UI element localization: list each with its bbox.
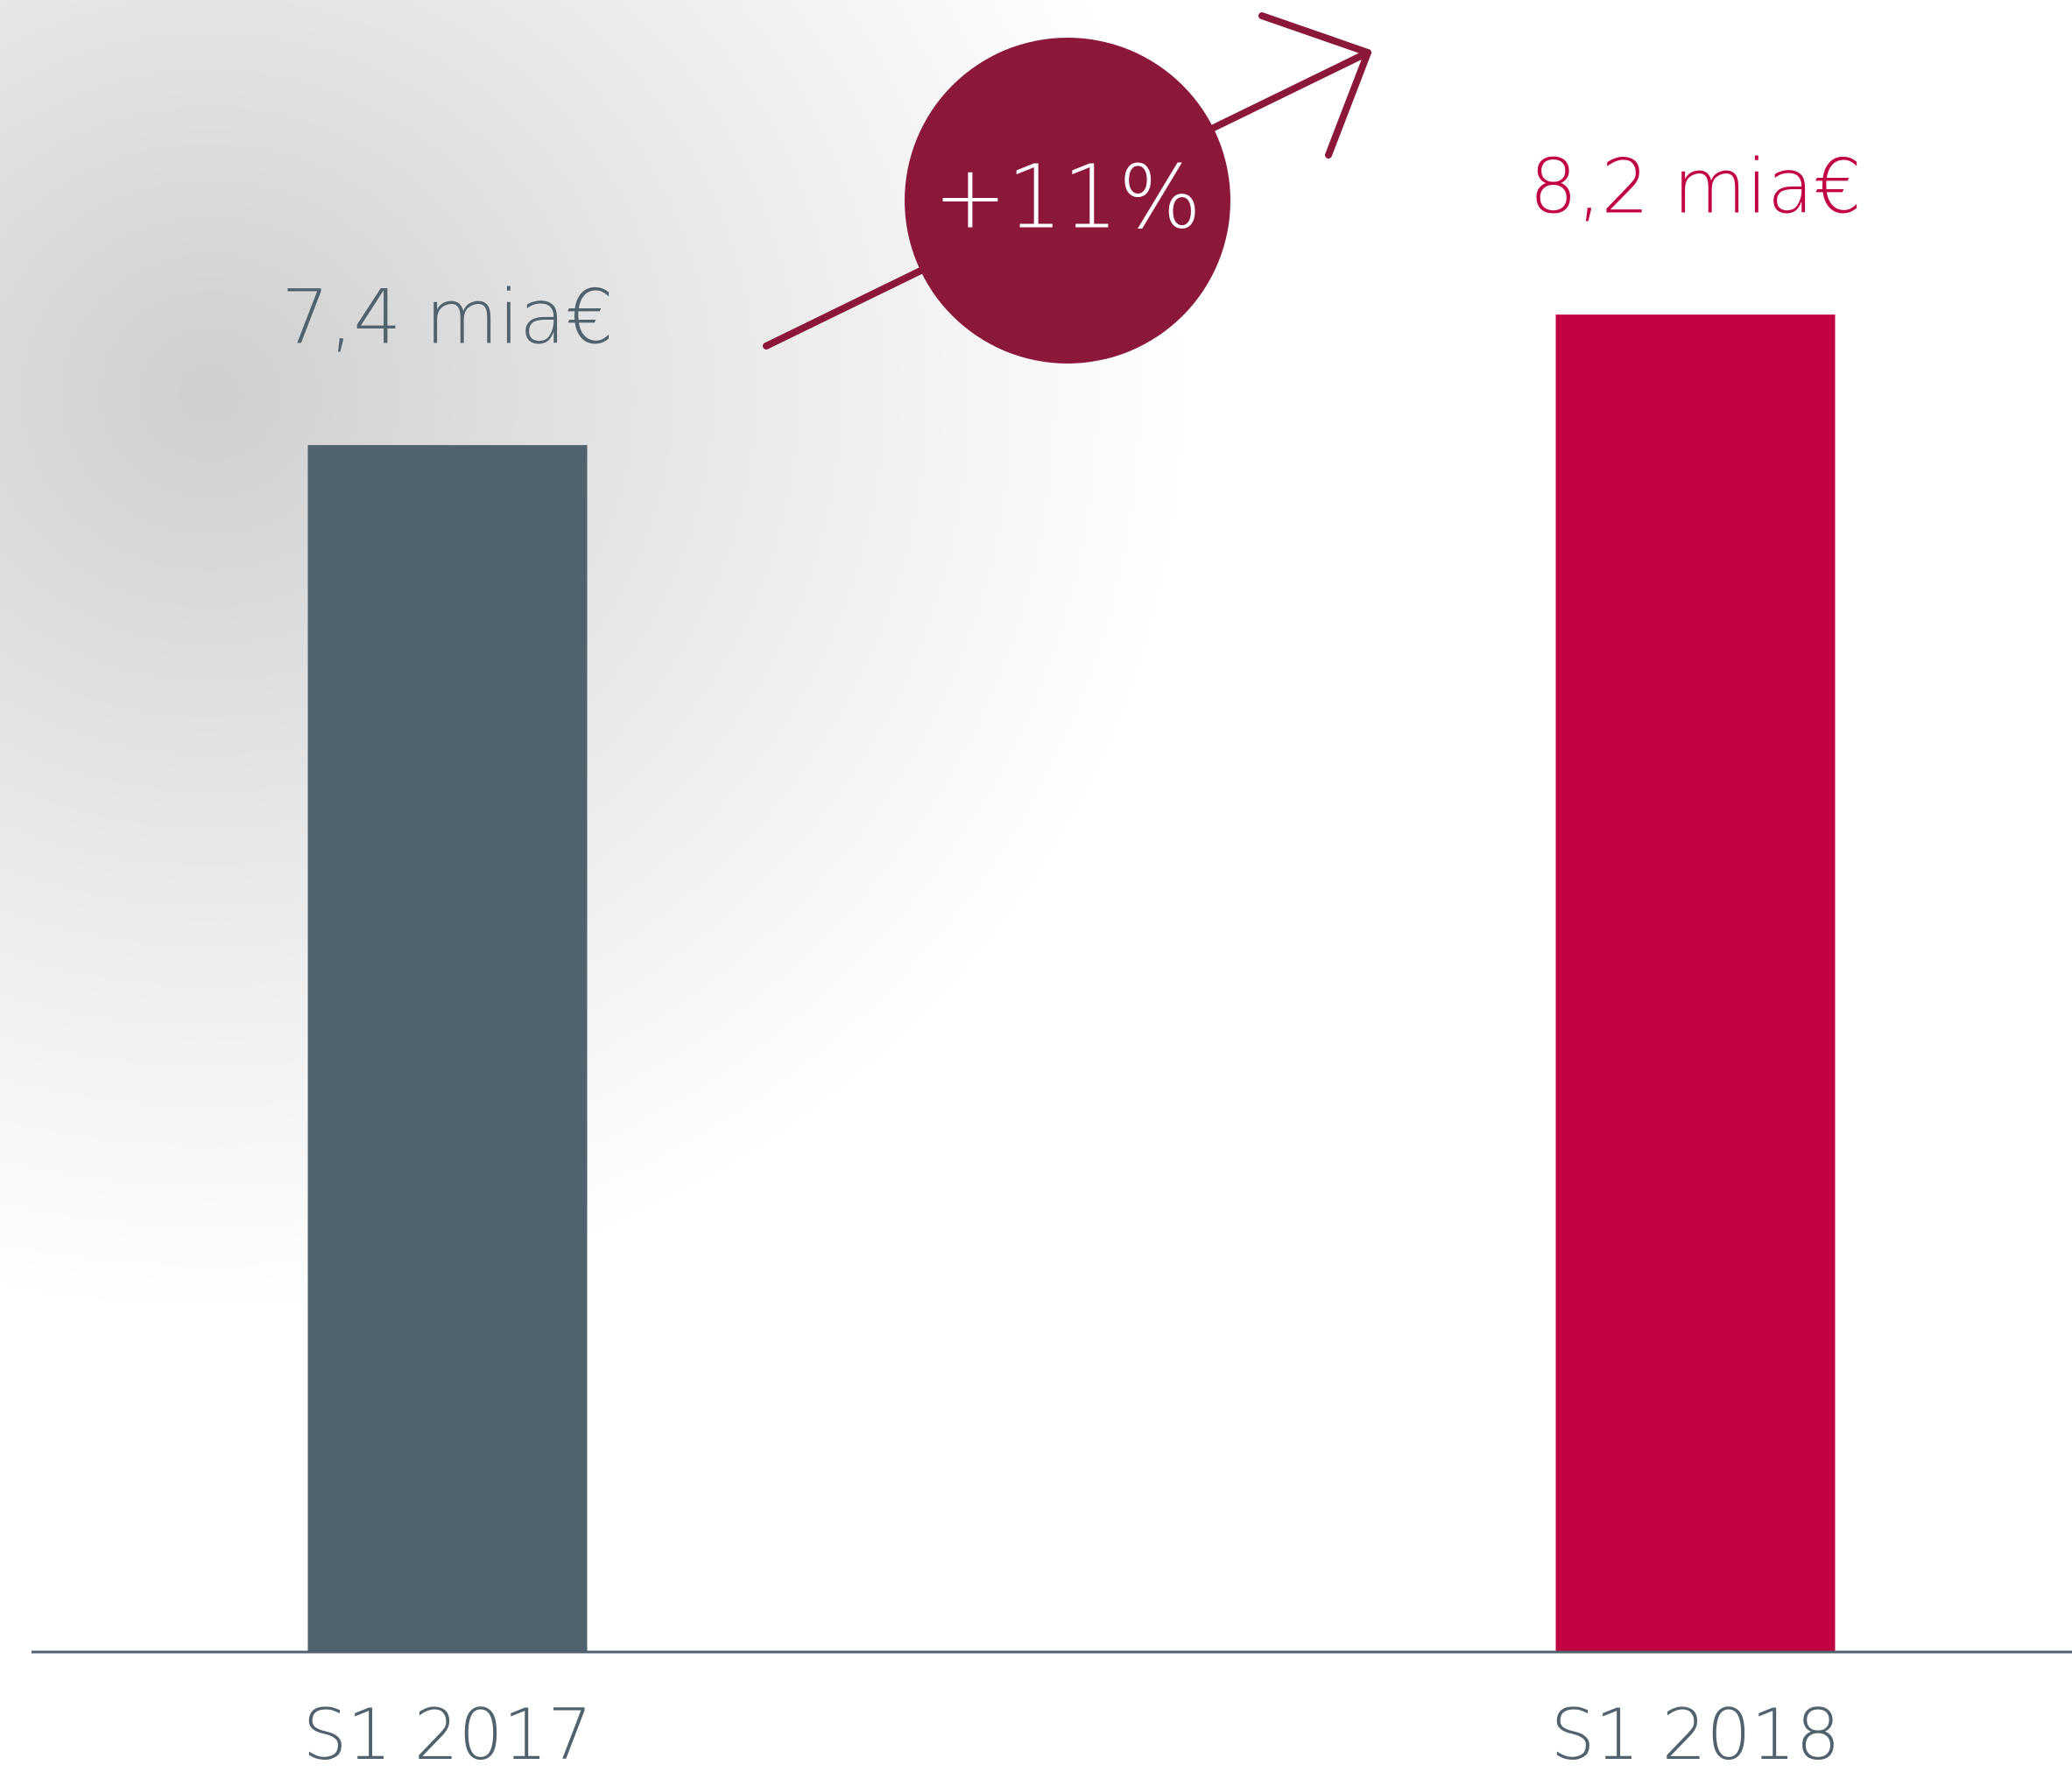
x-tick-label: S1 2017 [303, 1694, 593, 1772]
annotation: +11% [934, 145, 1202, 248]
arrow-head [1258, 12, 1371, 159]
annotation-badge [905, 38, 1230, 364]
bar [1555, 314, 1836, 1652]
value-label: 8,2 mia€ [1529, 144, 1861, 231]
value-label: 7,4 mia€ [281, 274, 613, 362]
x-tick-label: S1 2018 [1551, 1694, 1841, 1772]
bar [307, 445, 588, 1652]
